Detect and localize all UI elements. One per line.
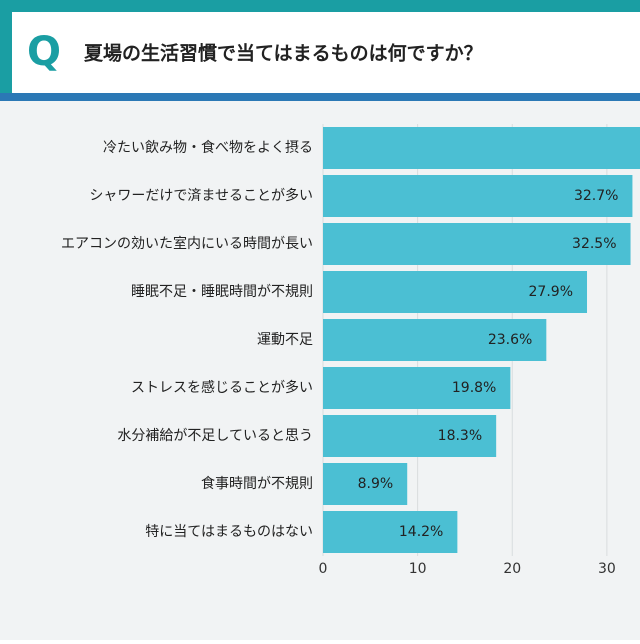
bar bbox=[323, 367, 511, 409]
header-box bbox=[12, 12, 640, 93]
x-tick-label: 0 bbox=[319, 561, 328, 577]
category-label: エアコンの効いた室内にいる時間が長い bbox=[61, 235, 313, 252]
category-label: 水分補給が不足していると思う bbox=[117, 428, 313, 444]
value-label: 32.5% bbox=[572, 236, 616, 252]
bar bbox=[323, 127, 640, 169]
value-label: 8.9% bbox=[358, 476, 394, 492]
category-label: 特に当てはまるものはない bbox=[145, 524, 313, 540]
value-label: 27.9% bbox=[529, 284, 573, 300]
header-top-strip bbox=[0, 0, 640, 12]
bar bbox=[323, 319, 547, 361]
value-label: 19.8% bbox=[452, 380, 496, 396]
category-label: 睡眠不足・睡眠時間が不規則 bbox=[131, 284, 313, 300]
chart-title: 夏場の生活習慣で当てはまるものは何ですか？ bbox=[84, 42, 483, 65]
category-label: シャワーだけで済ませることが多い bbox=[89, 187, 313, 204]
header-bottom-strip bbox=[0, 93, 640, 101]
value-label: 14.2% bbox=[399, 524, 443, 540]
q-mark: Q bbox=[27, 29, 61, 75]
category-label: 運動不足 bbox=[257, 332, 313, 348]
bar bbox=[323, 415, 497, 457]
category-label: ストレスを感じることが多い bbox=[131, 379, 313, 396]
x-tick-label: 20 bbox=[503, 561, 521, 577]
bar bbox=[323, 271, 588, 313]
value-label: 32.7% bbox=[574, 188, 618, 204]
x-tick-label: 30 bbox=[598, 561, 616, 577]
bar bbox=[323, 463, 408, 505]
category-label: 食事時間が不規則 bbox=[201, 475, 313, 492]
value-label: 18.3% bbox=[438, 428, 482, 444]
header-left-strip bbox=[0, 0, 12, 100]
bar bbox=[323, 223, 631, 265]
category-label: 冷たい飲み物・食べ物をよく摂る bbox=[103, 139, 313, 156]
bar bbox=[323, 511, 458, 553]
x-tick-label: 10 bbox=[409, 561, 427, 577]
value-label: 23.6% bbox=[488, 332, 532, 348]
bar bbox=[323, 175, 633, 217]
